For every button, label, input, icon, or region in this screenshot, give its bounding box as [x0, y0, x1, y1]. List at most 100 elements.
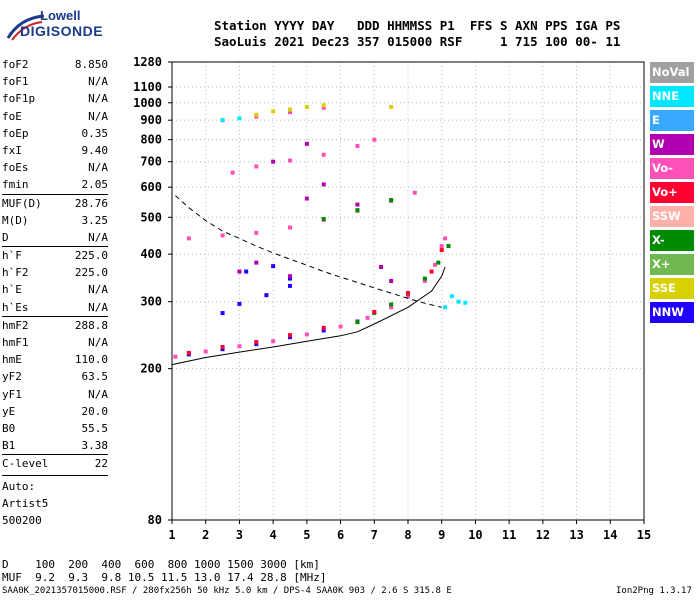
param-row: fmin 2.05 — [2, 176, 108, 193]
data-point — [220, 311, 225, 316]
param-name: yF1 — [2, 387, 22, 401]
x-tick-label: 5 — [303, 528, 310, 542]
param-row: hmF2 288.8 — [2, 315, 108, 334]
data-point — [422, 278, 427, 283]
x-tick-label: 7 — [371, 528, 378, 542]
data-point — [443, 236, 448, 241]
y-tick-label: 1000 — [133, 96, 162, 110]
data-point — [389, 302, 394, 307]
data-point — [220, 233, 225, 238]
data-point — [237, 301, 242, 306]
data-point — [220, 118, 225, 123]
param-name: D — [2, 230, 9, 244]
params-group-d: hmF2 288.8 hmF1 N/A hmE 110.0 yF2 63.5 yF1 N/A yE 2… — [2, 315, 109, 455]
data-point — [412, 190, 417, 195]
data-point — [288, 274, 292, 279]
data-point — [288, 107, 292, 112]
data-point — [237, 116, 242, 121]
param-value: N/A — [88, 161, 108, 175]
data-point — [456, 299, 461, 304]
legend-item: SSE — [650, 278, 694, 299]
param-name: foF1p — [2, 92, 36, 106]
data-point — [436, 260, 441, 265]
data-point — [271, 339, 276, 344]
param-row: foF1p N/A — [2, 90, 108, 107]
y-tick-label: 700 — [140, 155, 162, 169]
auto-code: 500200 — [2, 513, 42, 527]
data-point — [254, 342, 259, 347]
data-point — [220, 347, 225, 352]
y-tick-label: 600 — [140, 180, 162, 194]
solid-trace-curve — [171, 266, 446, 366]
y-tick-label: 200 — [140, 362, 162, 376]
param-name: h`E — [2, 283, 22, 297]
param-value: 9.40 — [81, 143, 109, 157]
param-name: fxI — [2, 143, 22, 157]
param-value: 63.5 — [81, 370, 109, 384]
chart-grid — [168, 61, 645, 524]
data-point — [389, 198, 394, 203]
data-point — [406, 291, 410, 296]
param-value: 288.8 — [74, 318, 108, 332]
data-point — [355, 202, 360, 207]
param-row: C-level 22 — [2, 454, 108, 472]
data-point — [432, 262, 437, 267]
footer-file-info: SAA0K_2021357015000.RSF / 280fx256h 50 k… — [2, 586, 452, 596]
y-tick-label: 900 — [140, 113, 162, 127]
data-point — [288, 335, 292, 340]
param-name: C-level — [2, 457, 49, 471]
dashed-profile-curve — [175, 195, 442, 308]
data-point — [254, 112, 259, 117]
data-point — [439, 248, 444, 253]
param-value: 225.0 — [74, 249, 108, 263]
y-tick-label: 800 — [140, 133, 162, 147]
param-row: B1 3.38 — [2, 437, 108, 454]
param-value: 0.35 — [81, 126, 109, 140]
param-name: foEs — [2, 161, 29, 175]
param-row: B0 55.5 — [2, 420, 108, 437]
param-name: yF2 — [2, 370, 22, 384]
x-tick-label: 13 — [569, 528, 583, 542]
param-value: 8.850 — [74, 58, 108, 71]
legend-item: X+ — [650, 254, 694, 275]
param-name: fmin — [2, 178, 29, 192]
data-point — [230, 170, 235, 175]
data-point — [372, 309, 377, 314]
param-name: h`F — [2, 249, 22, 263]
param-name: foF1 — [2, 75, 29, 89]
param-row: h`E N/A — [2, 281, 108, 298]
x-tick-label: 11 — [502, 528, 516, 542]
chart-curves — [171, 195, 446, 366]
data-point — [463, 300, 468, 305]
data-point — [288, 276, 292, 281]
data-point — [321, 152, 326, 157]
data-point — [254, 164, 259, 169]
param-value: N/A — [88, 75, 108, 89]
param-value: N/A — [88, 109, 108, 123]
data-point — [271, 264, 276, 269]
param-value: 22 — [94, 457, 108, 471]
param-row: M(D) 3.25 — [2, 212, 108, 229]
param-row: foEp 0.35 — [2, 125, 108, 142]
data-point — [254, 230, 259, 235]
data-point — [321, 328, 326, 333]
legend-item: NNE — [650, 86, 694, 107]
data-point — [422, 276, 427, 281]
x-tick-label: 6 — [337, 528, 344, 542]
param-name: foE — [2, 109, 22, 123]
param-row: h`F 225.0 — [2, 246, 108, 264]
data-point — [271, 109, 276, 114]
data-point — [389, 104, 394, 109]
data-point — [406, 294, 410, 299]
data-point — [220, 344, 225, 349]
param-value: N/A — [88, 336, 108, 349]
param-name: MUF(D) — [2, 196, 42, 210]
param-value: 3.38 — [81, 439, 109, 453]
param-name: hmF2 — [2, 318, 29, 332]
footer-version: Ion2Png 1.3.17 — [616, 586, 692, 596]
x-tick-label: 10 — [468, 528, 482, 542]
param-name: h`Es — [2, 300, 29, 314]
data-point — [321, 105, 326, 110]
data-point — [304, 332, 309, 337]
data-point — [186, 236, 191, 241]
